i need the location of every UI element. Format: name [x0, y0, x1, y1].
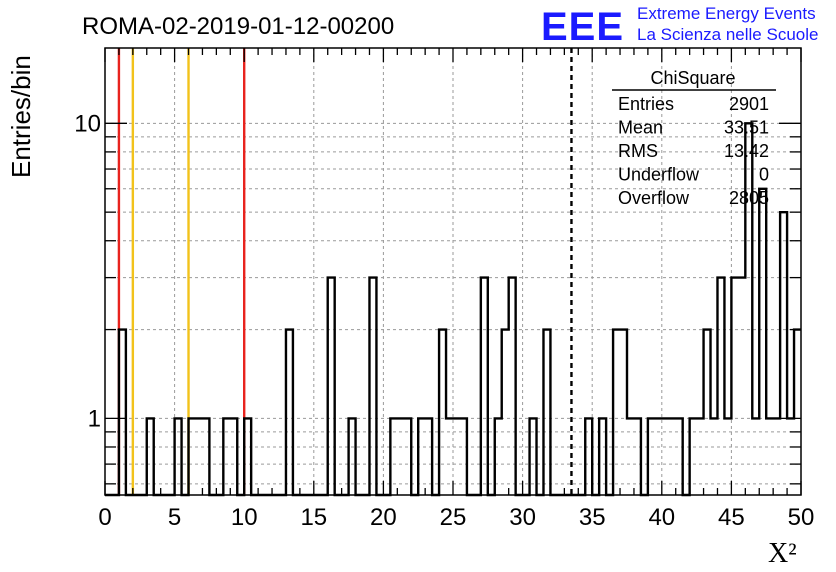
x-tick-label: 5	[168, 504, 181, 531]
stats-label: Entries	[618, 94, 674, 114]
stats-label: Overflow	[618, 188, 690, 208]
x-tick-label: 10	[231, 504, 258, 531]
x-tick-label: 40	[648, 504, 675, 531]
logo-line-2: La Scienza nelle Scuole	[637, 25, 818, 44]
x-tick-label: 15	[300, 504, 327, 531]
x-tick-label: 35	[579, 504, 606, 531]
logo-line-1: Extreme Energy Events	[637, 4, 816, 23]
y-tick-label: 1	[88, 405, 101, 432]
x-tick-label: 45	[718, 504, 745, 531]
eee-logo: EEE Extreme Energy Events La Scienza nel…	[541, 4, 818, 49]
x-axis-title: X²	[768, 538, 797, 569]
stats-rows: Entries 2901 Mean 33.51 RMS 13.42 Underflow 0 Ov…	[618, 94, 769, 208]
x-tick-label: 20	[370, 504, 397, 531]
stats-label: Mean	[618, 118, 663, 138]
stats-label: RMS	[618, 141, 658, 161]
x-tick-label: 0	[98, 504, 111, 531]
stats-value: 2805	[729, 188, 769, 208]
stats-value: 2901	[729, 94, 769, 114]
x-tick-label: 50	[788, 504, 815, 531]
axis-ticks	[104, 48, 802, 495]
stats-value: 33.51	[724, 118, 769, 138]
y-axis-title: Entries/bin	[6, 55, 36, 178]
stats-box: ChiSquare Entries 2901 Mean 33.51 RMS 13.42 Un…	[612, 68, 776, 208]
x-tick-labels: 0 5 10 15 20 25 30 35 40 45 50	[98, 504, 814, 531]
x-tick-label: 30	[509, 504, 536, 531]
chart-title: ROMA-02-2019-01-12-00200	[82, 13, 394, 40]
stats-value: 13.42	[724, 141, 769, 161]
eee-logo-mark: EEE	[541, 5, 624, 49]
stats-title: ChiSquare	[650, 68, 735, 88]
grid	[105, 48, 801, 495]
y-tick-labels: 1 10	[74, 110, 101, 432]
vertical-markers	[117, 48, 573, 495]
stats-value: 0	[759, 165, 769, 185]
y-tick-label: 10	[74, 110, 101, 137]
stats-label: Underflow	[618, 165, 700, 185]
x-tick-label: 25	[440, 504, 467, 531]
